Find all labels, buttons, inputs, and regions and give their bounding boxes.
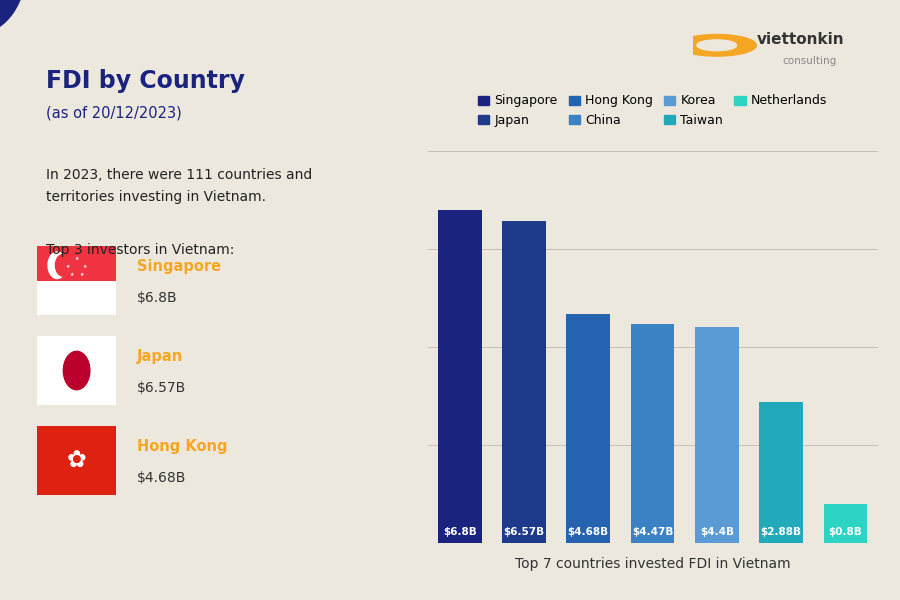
Text: $0.8B: $0.8B: [829, 527, 862, 537]
Text: $6.8B: $6.8B: [443, 527, 476, 537]
Text: (as of 20/12/2023): (as of 20/12/2023): [46, 105, 181, 120]
Text: consulting: consulting: [782, 56, 836, 67]
Text: Hong Kong: Hong Kong: [137, 439, 227, 454]
Text: $2.88B: $2.88B: [760, 527, 802, 537]
Bar: [437, 209, 482, 543]
Text: FDI by Country: FDI by Country: [46, 69, 245, 93]
Text: $4.4B: $4.4B: [700, 527, 734, 537]
Text: viettonkin: viettonkin: [756, 32, 844, 47]
Text: $4.47B: $4.47B: [632, 527, 673, 537]
Text: ✿: ✿: [67, 449, 86, 473]
Text: ★: ★: [79, 272, 84, 277]
Text: ★: ★: [66, 264, 70, 269]
Text: ★: ★: [83, 264, 87, 269]
Legend: Singapore, Japan, Hong Kong, China, Korea, Taiwan, Netherlands: Singapore, Japan, Hong Kong, China, Kore…: [478, 94, 827, 127]
FancyBboxPatch shape: [37, 246, 116, 280]
Bar: [760, 402, 803, 543]
Text: $6.8B: $6.8B: [137, 291, 177, 305]
Text: $6.57B: $6.57B: [503, 527, 544, 537]
Bar: [502, 221, 545, 543]
Text: $4.68B: $4.68B: [137, 471, 186, 485]
Text: $4.68B: $4.68B: [568, 527, 608, 537]
Bar: [631, 324, 674, 543]
FancyBboxPatch shape: [37, 280, 116, 315]
Circle shape: [63, 351, 90, 390]
Text: Top 3 investors in Vietnam:: Top 3 investors in Vietnam:: [46, 243, 234, 257]
Bar: [824, 504, 868, 543]
Text: $6.57B: $6.57B: [137, 381, 186, 395]
Circle shape: [48, 252, 67, 278]
X-axis label: Top 7 countries invested FDI in Vietnam: Top 7 countries invested FDI in Vietnam: [515, 557, 790, 571]
FancyBboxPatch shape: [37, 336, 116, 405]
Bar: [695, 327, 739, 543]
Circle shape: [56, 254, 70, 276]
FancyBboxPatch shape: [37, 426, 116, 495]
Circle shape: [697, 40, 736, 50]
Bar: [566, 314, 610, 543]
Text: ★: ★: [75, 256, 79, 261]
Text: Japan: Japan: [137, 349, 183, 364]
Circle shape: [0, 0, 27, 33]
Circle shape: [677, 34, 756, 56]
Text: Singapore: Singapore: [137, 259, 220, 274]
Text: In 2023, there were 111 countries and
territories investing in Vietnam.: In 2023, there were 111 countries and te…: [46, 168, 311, 203]
Text: ★: ★: [69, 272, 74, 277]
